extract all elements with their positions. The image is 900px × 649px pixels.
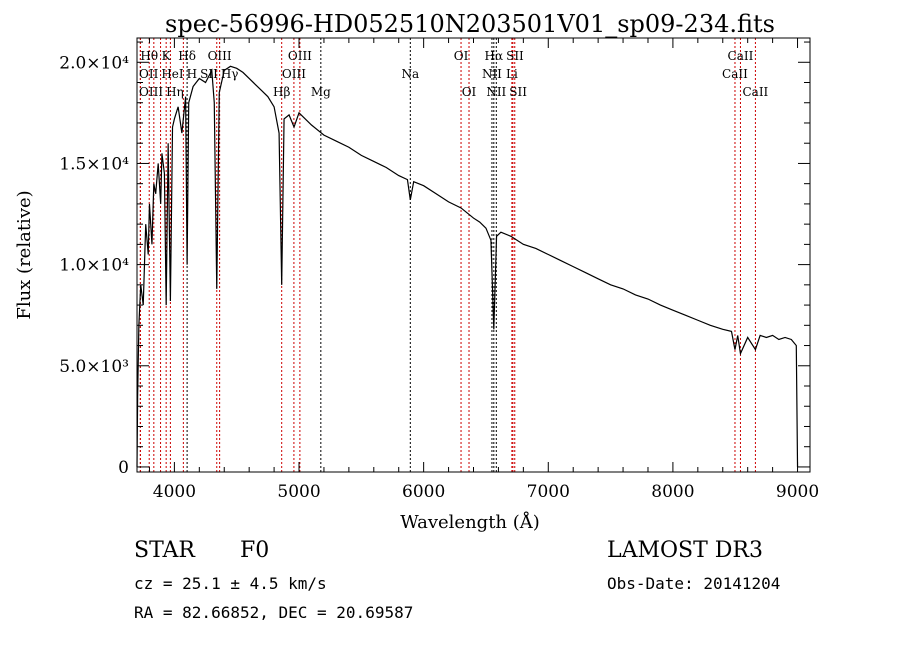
line-label: Na (401, 67, 419, 81)
line-label: Li (506, 67, 518, 81)
line-label: K (162, 49, 172, 63)
x-tick-label: 9000 (776, 482, 819, 502)
y-axis-label: Flux (relative) (14, 190, 35, 319)
line-label: OIII (208, 49, 232, 63)
line-label: HeI (161, 67, 184, 81)
y-tick-label: 5.0×10³ (59, 357, 129, 377)
line-label: OIII (139, 85, 163, 99)
line-label: OIII (288, 49, 312, 63)
line-label: OIII (282, 67, 306, 81)
redshift-cz: cz = 25.1 ± 4.5 km/s (134, 574, 327, 593)
line-label: CaII (722, 67, 748, 81)
line-label: OI (462, 85, 477, 99)
line-label: OII (139, 67, 159, 81)
x-tick-label: 5000 (277, 482, 320, 502)
line-label: SII (509, 85, 527, 99)
line-label: SII (200, 67, 218, 81)
line-label: NII (482, 67, 502, 81)
line-label: H (187, 67, 197, 81)
x-tick-label: 4000 (153, 482, 196, 502)
line-label: Hθ (140, 49, 158, 63)
line-label: Hα (485, 49, 504, 63)
x-axis-label: Wavelength (Å) (400, 511, 540, 533)
line-label: Hδ (178, 49, 196, 63)
chart-title: spec-56996-HD052510N203501V01_sp09-234.f… (165, 10, 775, 38)
y-tick-label: 0 (118, 458, 129, 478)
subclass: F0 (240, 538, 270, 563)
x-tick-label: 8000 (651, 482, 694, 502)
line-label: NII (486, 85, 506, 99)
spectrum-chart: spec-56996-HD052510N203501V01_sp09-234.f… (14, 10, 819, 533)
line-label: OI (454, 49, 469, 63)
line-label: Hγ (221, 67, 239, 81)
line-label: SII (506, 49, 524, 63)
line-label: Mg (311, 85, 331, 99)
spectrum-line (136, 65, 799, 467)
line-label: CaII (742, 85, 768, 99)
ra-dec: RA = 82.66852, DEC = 20.69587 (134, 603, 414, 622)
y-tick-label: 1.0×10⁴ (59, 256, 129, 276)
x-tick-label: 7000 (527, 482, 570, 502)
y-tick-label: 2.0×10⁴ (59, 53, 129, 73)
object-type: STAR (134, 538, 195, 563)
obs-date: Obs-Date: 20141204 (607, 574, 781, 593)
line-label: CaII (728, 49, 754, 63)
line-label: Hη (166, 85, 184, 99)
y-tick-label: 1.5×10⁴ (59, 154, 129, 174)
line-label: Hβ (273, 85, 290, 99)
plot-frame (136, 37, 811, 473)
x-tick-label: 6000 (402, 482, 445, 502)
survey-label: LAMOST DR3 (607, 538, 763, 563)
